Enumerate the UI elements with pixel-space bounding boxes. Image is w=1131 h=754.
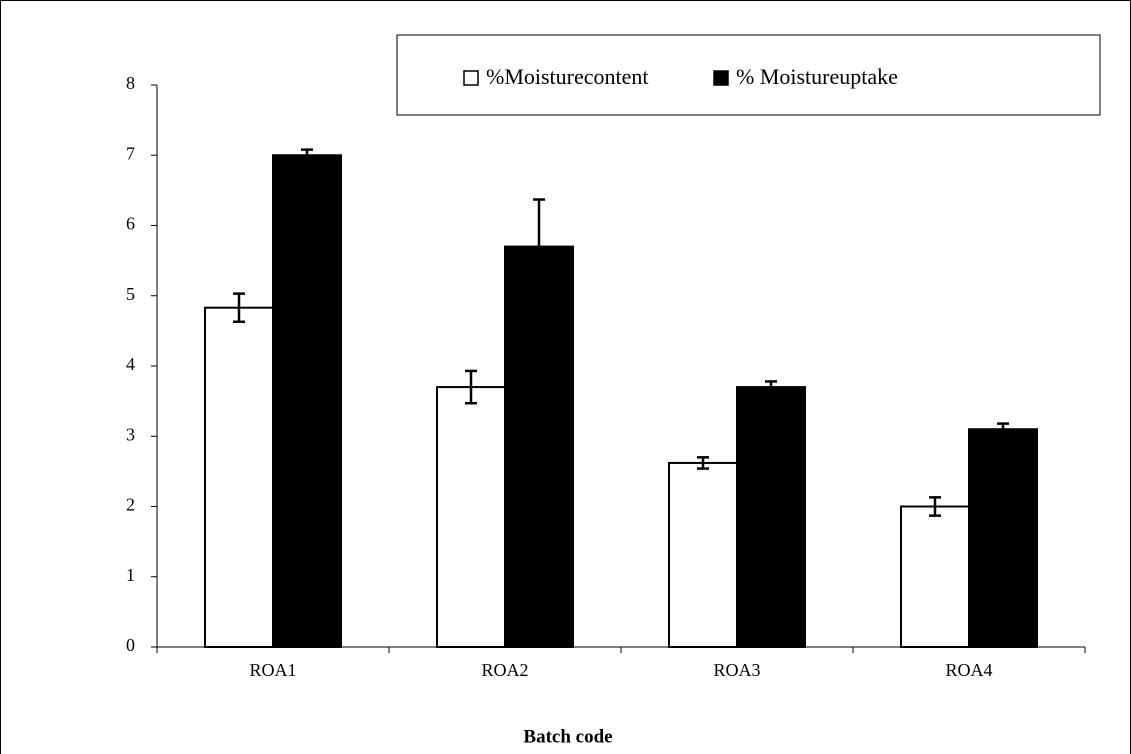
error-bar: [997, 422, 1009, 430]
legend-swatch: [463, 70, 479, 86]
legend-label: % Moistureuptake: [736, 64, 898, 89]
y-tick-label: 2: [126, 495, 135, 515]
error-bar: [465, 369, 477, 405]
y-tick-label: 4: [126, 354, 135, 374]
bar: [668, 461, 738, 648]
x-tick-label: ROA4: [945, 660, 992, 680]
x-tick-label: ROA1: [249, 660, 296, 680]
y-tick-label: 0: [126, 635, 135, 655]
y-tick-label: 7: [126, 143, 135, 163]
bar: [900, 505, 970, 648]
y-tick-label: 3: [126, 424, 135, 444]
bar: [968, 428, 1038, 648]
legend-label: %Moisturecontent: [486, 64, 649, 89]
error-bar: [533, 198, 545, 247]
legend-box: [396, 34, 1101, 116]
error-bar: [233, 292, 245, 323]
x-axis-label: Batch code: [523, 726, 612, 747]
bar: [736, 386, 806, 648]
y-tick-label: 1: [126, 565, 135, 585]
bar: [204, 306, 274, 648]
error-bar: [697, 456, 709, 470]
bar: [504, 245, 574, 648]
y-tick-label: 6: [126, 214, 135, 234]
y-tick-label: 5: [126, 284, 135, 304]
x-tick-label: ROA2: [481, 660, 528, 680]
error-bar: [301, 148, 313, 156]
y-tick-label: 8: [126, 73, 135, 93]
legend-swatch: [713, 70, 729, 86]
bar: [272, 154, 342, 648]
bar: [436, 386, 506, 648]
error-bar: [765, 380, 777, 388]
x-tick-label: ROA3: [713, 660, 760, 680]
error-bar: [929, 496, 941, 517]
